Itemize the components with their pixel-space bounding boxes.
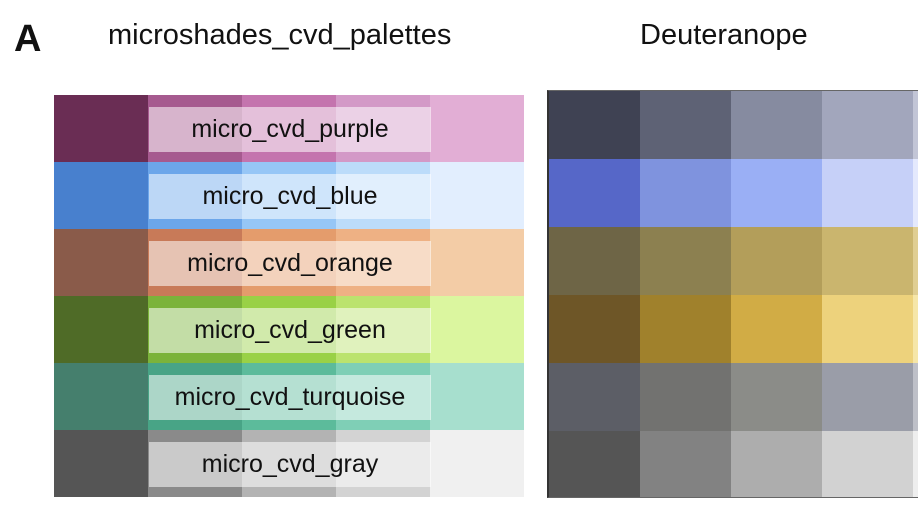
color-swatch: [430, 296, 524, 363]
palette-band: micro_cvd_green: [54, 296, 524, 363]
deuteranope-band: [549, 227, 918, 295]
deuteranope-swatch: [731, 227, 822, 295]
microshades-palette-grid: micro_cvd_purple micro_cvd_blue micro_cvd_…: [54, 95, 524, 497]
right-panel-title: Deuteranope: [640, 19, 808, 51]
color-swatch: [430, 95, 524, 162]
palette-label: micro_cvd_turquoise: [149, 375, 431, 420]
deuteranope-swatch: [640, 227, 731, 295]
color-swatch: [54, 162, 148, 229]
deuteranope-swatch: [640, 431, 731, 497]
color-swatch: [54, 95, 148, 162]
deuteranope-swatch: [640, 159, 731, 227]
deuteranope-swatch: [913, 159, 918, 227]
deuteranope-band: [549, 363, 918, 431]
deuteranope-band: [549, 159, 918, 227]
color-swatch: [430, 229, 524, 296]
deuteranope-band: [549, 91, 918, 159]
deuteranope-swatch: [549, 159, 640, 227]
panel-letter: A: [14, 18, 42, 60]
color-swatch: [430, 430, 524, 497]
color-swatch: [430, 363, 524, 430]
deuteranope-swatch: [549, 91, 640, 159]
color-swatch: [430, 162, 524, 229]
deuteranope-swatch: [731, 363, 822, 431]
palette-label: micro_cvd_purple: [149, 107, 431, 152]
deuteranope-swatch: [913, 431, 918, 497]
palette-label: micro_cvd_orange: [149, 241, 431, 286]
palette-band: micro_cvd_gray: [54, 430, 524, 497]
deuteranope-swatch: [822, 295, 913, 363]
deuteranope-swatch: [822, 227, 913, 295]
deuteranope-swatch: [731, 91, 822, 159]
deuteranope-swatch: [913, 227, 918, 295]
deuteranope-swatch: [549, 363, 640, 431]
deuteranope-swatch: [913, 295, 918, 363]
deuteranope-swatch: [549, 227, 640, 295]
color-swatch: [54, 229, 148, 296]
color-swatch: [54, 363, 148, 430]
color-swatch: [54, 430, 148, 497]
deuteranope-swatch: [822, 91, 913, 159]
deuteranope-swatch: [640, 295, 731, 363]
deuteranope-swatch: [913, 363, 918, 431]
deuteranope-swatch: [731, 431, 822, 497]
deuteranope-swatch: [822, 363, 913, 431]
deuteranope-swatch: [822, 431, 913, 497]
left-panel-title: microshades_cvd_palettes: [108, 19, 452, 51]
deuteranope-swatch: [549, 431, 640, 497]
deuteranope-swatch: [640, 91, 731, 159]
palette-band: micro_cvd_purple: [54, 95, 524, 162]
palette-band: micro_cvd_turquoise: [54, 363, 524, 430]
color-swatch: [54, 296, 148, 363]
palette-label: micro_cvd_blue: [149, 174, 431, 219]
deuteranope-swatch: [731, 295, 822, 363]
deuteranope-palette-grid: [547, 90, 918, 498]
deuteranope-swatch: [822, 159, 913, 227]
deuteranope-swatch: [640, 363, 731, 431]
deuteranope-swatch: [549, 295, 640, 363]
deuteranope-band: [549, 431, 918, 497]
deuteranope-swatch: [913, 91, 918, 159]
deuteranope-swatch: [731, 159, 822, 227]
palette-band: micro_cvd_orange: [54, 229, 524, 296]
palette-label: micro_cvd_gray: [149, 442, 431, 487]
deuteranope-band: [549, 295, 918, 363]
palette-label: micro_cvd_green: [149, 308, 431, 353]
palette-band: micro_cvd_blue: [54, 162, 524, 229]
